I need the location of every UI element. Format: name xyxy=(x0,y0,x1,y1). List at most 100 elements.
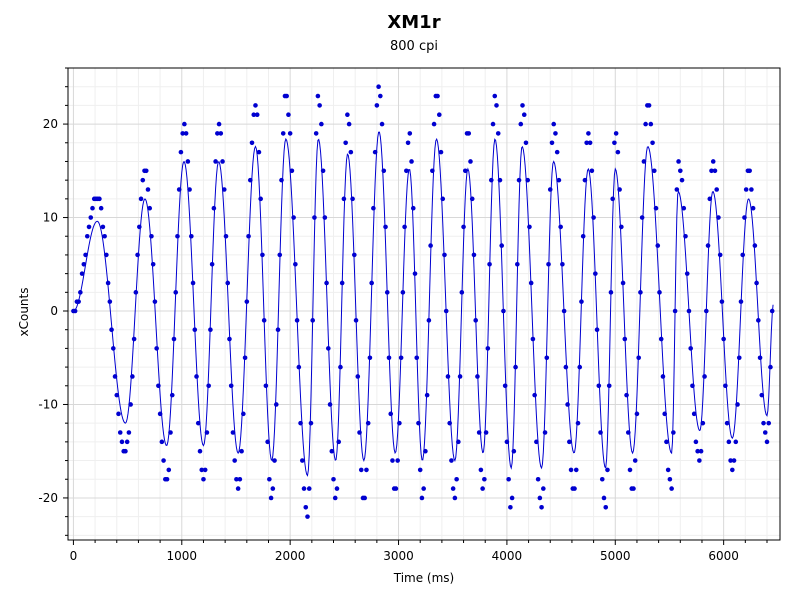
data-point xyxy=(587,140,593,146)
data-point xyxy=(768,364,773,370)
data-point xyxy=(457,374,463,379)
data-point xyxy=(489,177,494,183)
data-point xyxy=(178,149,184,155)
data-point xyxy=(475,374,480,379)
data-point xyxy=(736,355,742,361)
data-point xyxy=(312,215,317,220)
y-tick-label: -20 xyxy=(38,491,58,505)
x-tick-label: 1000 xyxy=(167,549,198,563)
data-point xyxy=(511,448,517,454)
data-point xyxy=(171,336,177,342)
data-point xyxy=(79,271,85,276)
data-point xyxy=(547,187,553,192)
data-point xyxy=(345,112,350,118)
data-point xyxy=(331,476,336,482)
data-point xyxy=(671,430,676,435)
data-point xyxy=(721,336,726,342)
data-point xyxy=(556,177,562,183)
data-point xyxy=(719,299,725,304)
data-point xyxy=(476,430,482,435)
data-point xyxy=(424,392,430,398)
data-point xyxy=(549,140,555,146)
data-point xyxy=(123,448,128,454)
data-point xyxy=(495,131,501,136)
data-point xyxy=(726,439,732,445)
data-point xyxy=(672,308,678,314)
data-point xyxy=(137,224,142,230)
data-point xyxy=(237,476,243,482)
data-point xyxy=(402,224,407,230)
data-point xyxy=(159,439,165,445)
data-point xyxy=(341,196,347,202)
data-point xyxy=(187,187,192,192)
data-point xyxy=(631,486,636,491)
data-point xyxy=(326,346,331,351)
data-point xyxy=(223,233,229,239)
data-point xyxy=(705,243,711,248)
data-point xyxy=(535,476,541,482)
data-point xyxy=(100,224,106,230)
y-tick-label: 20 xyxy=(43,117,58,131)
data-point xyxy=(449,458,454,463)
data-point xyxy=(660,374,666,379)
data-point xyxy=(723,383,728,389)
data-point xyxy=(86,224,92,230)
data-point xyxy=(338,364,343,370)
data-point xyxy=(138,196,144,202)
data-point xyxy=(733,439,739,445)
x-tick-label: 2000 xyxy=(275,549,306,563)
data-point xyxy=(450,486,456,491)
data-point xyxy=(246,233,251,239)
x-tick-label: 0 xyxy=(70,549,78,563)
chart-title: XM1r xyxy=(387,12,440,33)
data-point xyxy=(572,486,577,491)
data-point xyxy=(482,476,487,482)
data-point xyxy=(686,308,692,314)
data-point xyxy=(197,448,203,454)
data-point xyxy=(107,299,113,304)
data-point xyxy=(384,290,390,295)
data-point xyxy=(523,140,529,146)
data-point xyxy=(506,476,511,482)
data-point xyxy=(717,252,723,258)
data-point xyxy=(189,233,194,239)
data-point xyxy=(651,168,657,174)
plot-frame xyxy=(67,67,781,541)
data-point xyxy=(606,383,612,389)
data-point xyxy=(461,224,466,230)
data-point xyxy=(553,131,558,136)
data-point xyxy=(241,411,246,417)
data-point xyxy=(416,420,421,426)
data-point xyxy=(490,121,496,127)
data-point xyxy=(166,467,172,473)
data-point xyxy=(365,420,371,426)
data-point xyxy=(404,168,409,174)
data-point xyxy=(561,308,567,314)
data-point xyxy=(440,196,446,202)
data-point xyxy=(658,336,664,342)
data-point xyxy=(339,280,345,286)
data-point xyxy=(235,486,241,491)
data-point xyxy=(761,420,766,426)
data-point xyxy=(442,252,447,258)
data-point xyxy=(756,318,761,323)
data-point xyxy=(678,168,683,174)
data-point xyxy=(169,392,175,398)
data-point xyxy=(194,374,199,379)
data-point xyxy=(750,205,756,211)
data-point xyxy=(421,486,426,491)
x-tick-label: 6000 xyxy=(708,549,739,563)
data-point xyxy=(573,467,579,473)
data-point xyxy=(426,318,432,323)
data-point xyxy=(589,168,595,174)
data-point xyxy=(681,205,687,211)
data-point xyxy=(116,411,121,417)
data-point xyxy=(227,336,232,342)
data-point xyxy=(305,514,310,519)
data-point xyxy=(558,224,563,230)
x-tick-label: 5000 xyxy=(600,549,631,563)
data-point xyxy=(209,261,215,267)
data-point xyxy=(738,299,744,304)
data-point xyxy=(206,383,211,389)
data-point xyxy=(612,140,617,146)
